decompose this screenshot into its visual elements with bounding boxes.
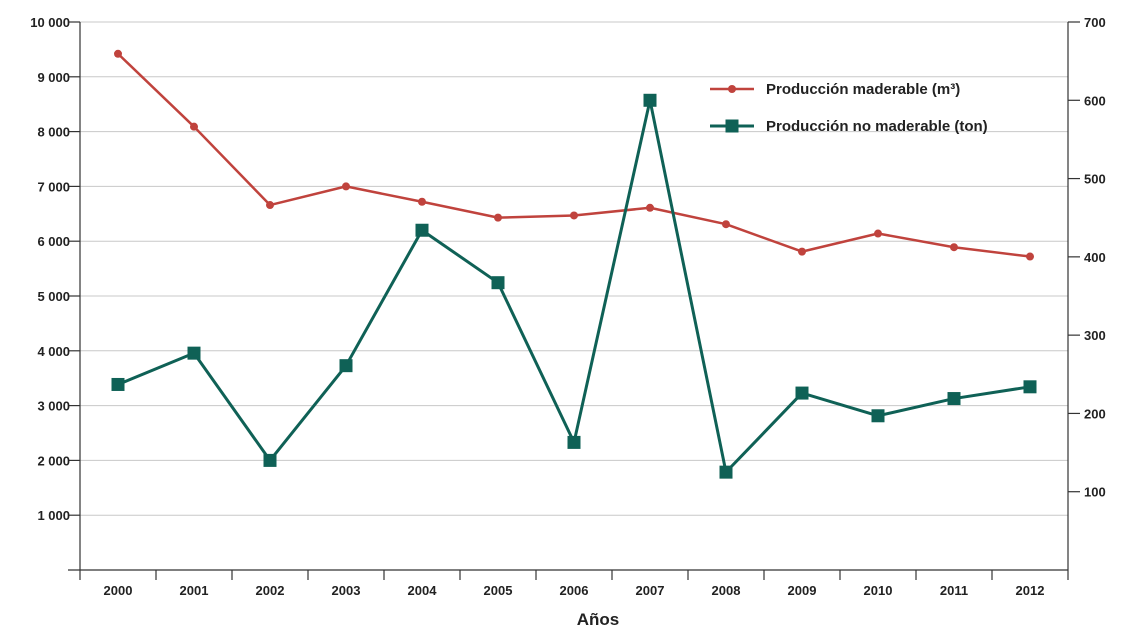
x-tick-label: 2002: [256, 583, 285, 598]
x-tick-label: 2009: [788, 583, 817, 598]
data-point: [950, 243, 958, 252]
series-line-1: [117, 98, 1031, 474]
left-tick-label: 9 000: [37, 70, 70, 85]
right-tick-label: 300: [1084, 328, 1106, 343]
x-tick-label: 2001: [180, 583, 209, 598]
data-point: [339, 359, 353, 373]
x-tick-label: 2007: [636, 583, 665, 598]
x-tick-label: 2004: [408, 583, 438, 598]
data-point: [798, 247, 806, 256]
data-point: [111, 377, 125, 391]
data-point: [114, 49, 122, 58]
data-point: [643, 93, 657, 107]
x-axis: 2000 2001 2002 2003 2004 2005 2006 2007 2008 2009…: [79, 570, 1069, 598]
series-layer: [111, 49, 1037, 479]
x-tick-label: 2003: [332, 583, 361, 598]
data-point: [567, 435, 581, 449]
data-point: [795, 386, 809, 400]
data-point: [491, 276, 505, 290]
gridlines: [80, 21, 1068, 516]
left-tick-label: 5 000: [37, 289, 70, 304]
data-point: [570, 211, 578, 220]
left-tick-label: 10 000: [30, 15, 70, 30]
legend-marker: [725, 119, 739, 133]
data-point: [874, 229, 882, 238]
left-tick-label: 4 000: [37, 344, 70, 359]
data-point: [1026, 252, 1034, 261]
right-tick-label: 200: [1084, 406, 1106, 421]
x-tick-label: 2011: [940, 583, 968, 598]
right-y-axis: 100 200 300 400 500 600 700: [1068, 15, 1106, 500]
data-point: [266, 201, 274, 210]
left-tick-label: 6 000: [37, 234, 70, 249]
right-tick-label: 500: [1084, 172, 1106, 187]
x-tick-label: 2006: [560, 583, 589, 598]
data-point: [342, 182, 350, 191]
legend-marker: [728, 85, 736, 93]
data-point: [871, 409, 885, 423]
x-tick-label: 2010: [864, 583, 893, 598]
data-point: [722, 220, 730, 229]
x-tick-label: 2000: [104, 583, 133, 598]
data-point: [415, 223, 429, 237]
left-tick-label: 3 000: [37, 399, 70, 414]
data-point: [190, 122, 198, 131]
data-point: [187, 346, 201, 360]
data-point: [494, 213, 502, 222]
x-tick-label: 2005: [484, 583, 513, 598]
left-y-axis: 1 000 2 000 3 000 4 000 5 000 6 000 7 000 8 000…: [30, 15, 80, 523]
data-point: [646, 203, 654, 212]
right-tick-label: 100: [1084, 485, 1106, 500]
left-tick-label: 8 000: [37, 125, 70, 140]
x-tick-label: 2008: [712, 583, 741, 598]
x-tick-label: 2012: [1016, 583, 1045, 598]
legend-label: Producción maderable (m³): [766, 81, 960, 98]
x-axis-title: Años: [577, 610, 620, 626]
data-point: [263, 453, 277, 467]
data-point: [418, 197, 426, 206]
data-point: [1023, 380, 1037, 394]
left-tick-label: 7 000: [37, 179, 70, 194]
data-point: [947, 392, 961, 406]
right-tick-label: 700: [1084, 15, 1106, 30]
data-point: [719, 465, 733, 479]
legend-label: Producción no maderable (ton): [766, 118, 988, 135]
right-tick-label: 400: [1084, 250, 1106, 265]
left-tick-label: 2 000: [37, 453, 70, 468]
legend: Producción maderable (m³) Producción no m…: [710, 81, 988, 135]
left-tick-label: 1 000: [37, 508, 70, 523]
right-tick-label: 600: [1084, 93, 1106, 108]
